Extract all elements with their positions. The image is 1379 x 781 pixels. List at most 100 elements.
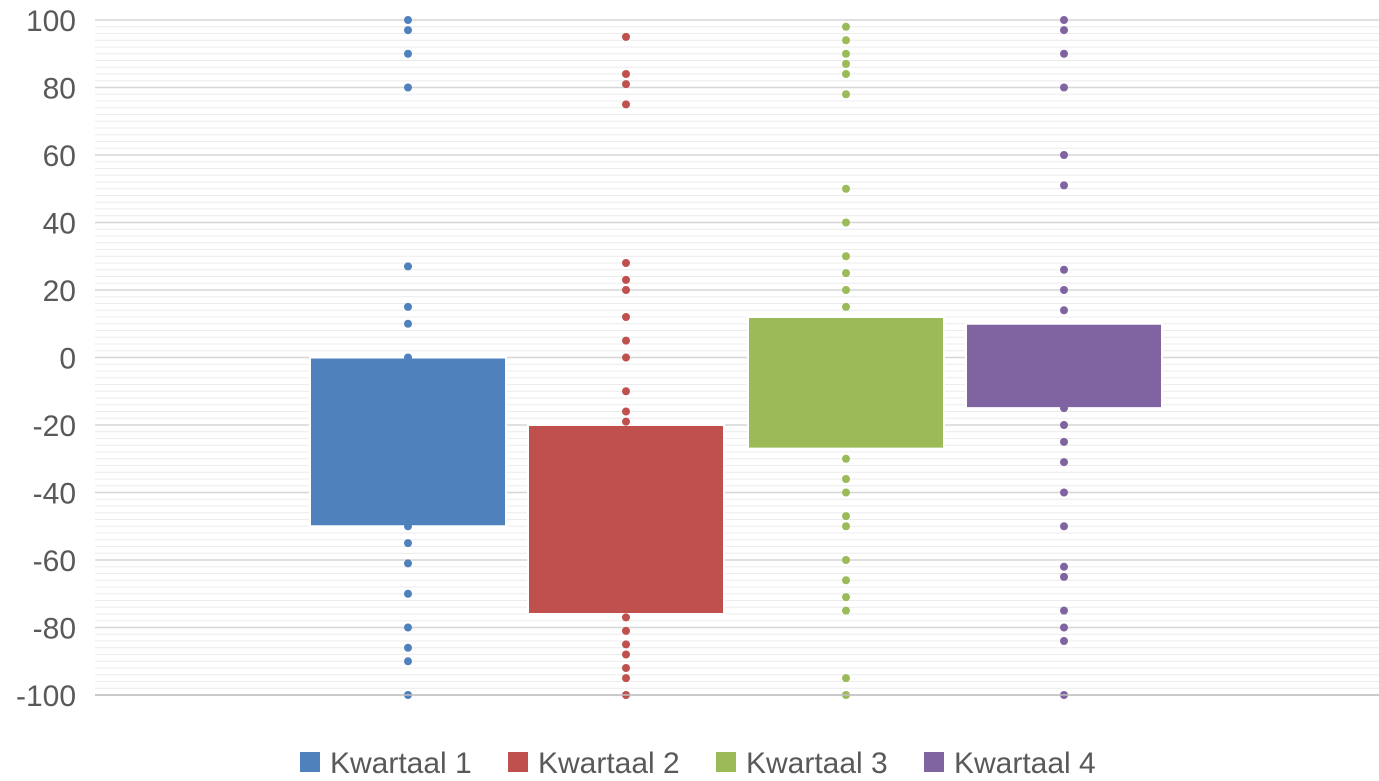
y-tick-label: 60 — [43, 140, 76, 173]
data-point — [842, 22, 850, 31]
y-tick-label: -80 — [33, 613, 76, 646]
data-point — [842, 454, 850, 463]
legend-label: Kwartaal 1 — [330, 747, 472, 780]
y-tick-label: -100 — [16, 680, 76, 713]
data-point — [622, 674, 630, 683]
data-point — [622, 286, 630, 294]
data-point — [842, 184, 850, 193]
data-point — [842, 252, 850, 261]
y-tick-label: 100 — [26, 5, 76, 38]
data-point — [404, 657, 412, 666]
box-4 — [965, 322, 1163, 410]
data-point — [1060, 623, 1068, 632]
y-tick-label: 0 — [59, 343, 76, 376]
data-point — [404, 83, 412, 92]
y-tick-label: -60 — [33, 545, 76, 578]
data-point — [404, 559, 412, 568]
data-point — [622, 664, 630, 672]
data-point — [404, 643, 412, 652]
data-point — [622, 80, 630, 89]
data-point — [842, 488, 850, 497]
data-point — [404, 623, 412, 632]
data-point — [622, 407, 630, 416]
data-point — [1060, 49, 1068, 58]
data-point — [1060, 437, 1068, 446]
data-point — [622, 32, 630, 41]
data-point — [842, 49, 850, 58]
data-point — [622, 626, 630, 635]
data-point — [622, 70, 630, 78]
data-point — [1060, 306, 1068, 315]
box-1 — [309, 356, 507, 528]
data-point — [622, 640, 630, 649]
data-point — [1060, 404, 1068, 413]
data-point — [842, 475, 850, 483]
data-point — [404, 539, 412, 548]
data-point — [622, 259, 630, 267]
data-point — [842, 286, 850, 294]
legend-swatch — [924, 752, 944, 772]
data-point — [622, 313, 630, 321]
data-point — [1060, 83, 1068, 92]
y-tick-label: 40 — [43, 208, 76, 241]
data-point — [842, 512, 850, 521]
data-point — [1060, 637, 1068, 645]
data-point — [404, 319, 412, 328]
data-point — [1060, 151, 1068, 159]
y-tick-label: 80 — [43, 73, 76, 106]
data-point — [1060, 181, 1068, 190]
data-point — [622, 275, 630, 284]
boxes — [309, 316, 1163, 615]
data-point — [842, 70, 850, 78]
data-point — [842, 302, 850, 311]
data-point — [622, 650, 630, 659]
data-point — [1060, 522, 1068, 531]
data-point — [622, 336, 630, 345]
data-point — [404, 26, 412, 35]
data-point — [404, 522, 412, 531]
data-point — [842, 269, 850, 278]
data-point — [404, 49, 412, 58]
data-point — [622, 353, 630, 362]
data-point — [622, 100, 630, 109]
legend-swatch — [716, 752, 736, 772]
data-point — [404, 589, 412, 598]
data-point — [1060, 286, 1068, 294]
data-point — [404, 262, 412, 271]
data-points — [404, 16, 1068, 699]
data-point — [1060, 488, 1068, 497]
legend-swatch — [300, 752, 320, 772]
legend-label: Kwartaal 4 — [954, 747, 1096, 780]
data-point — [404, 353, 412, 362]
legend-label: Kwartaal 3 — [746, 747, 888, 780]
y-tick-label: -20 — [33, 410, 76, 443]
data-point — [842, 218, 850, 227]
data-point — [842, 36, 850, 45]
data-point — [1060, 606, 1068, 615]
legend-label: Kwartaal 2 — [538, 747, 680, 780]
data-point — [842, 606, 850, 615]
data-point — [622, 387, 630, 396]
data-point — [842, 522, 850, 531]
data-point — [1060, 265, 1068, 274]
data-point — [842, 556, 850, 564]
y-tick-label: 20 — [43, 275, 76, 308]
data-point — [842, 593, 850, 602]
data-point — [1060, 572, 1068, 581]
data-point — [1060, 458, 1068, 467]
data-point — [404, 16, 412, 24]
data-point — [1060, 16, 1068, 24]
data-point — [842, 576, 850, 585]
legend: Kwartaal 1 Kwartaal 2 Kwartaal 3 Kwartaal 4 — [300, 747, 1096, 780]
data-point — [1060, 421, 1068, 429]
data-point — [842, 674, 850, 683]
box-3 — [747, 316, 945, 450]
data-point — [622, 417, 630, 426]
data-point — [842, 59, 850, 68]
data-point — [842, 90, 850, 99]
data-point — [622, 613, 630, 622]
data-point — [1060, 562, 1068, 571]
legend-swatch — [508, 752, 528, 772]
data-point — [1060, 26, 1068, 35]
